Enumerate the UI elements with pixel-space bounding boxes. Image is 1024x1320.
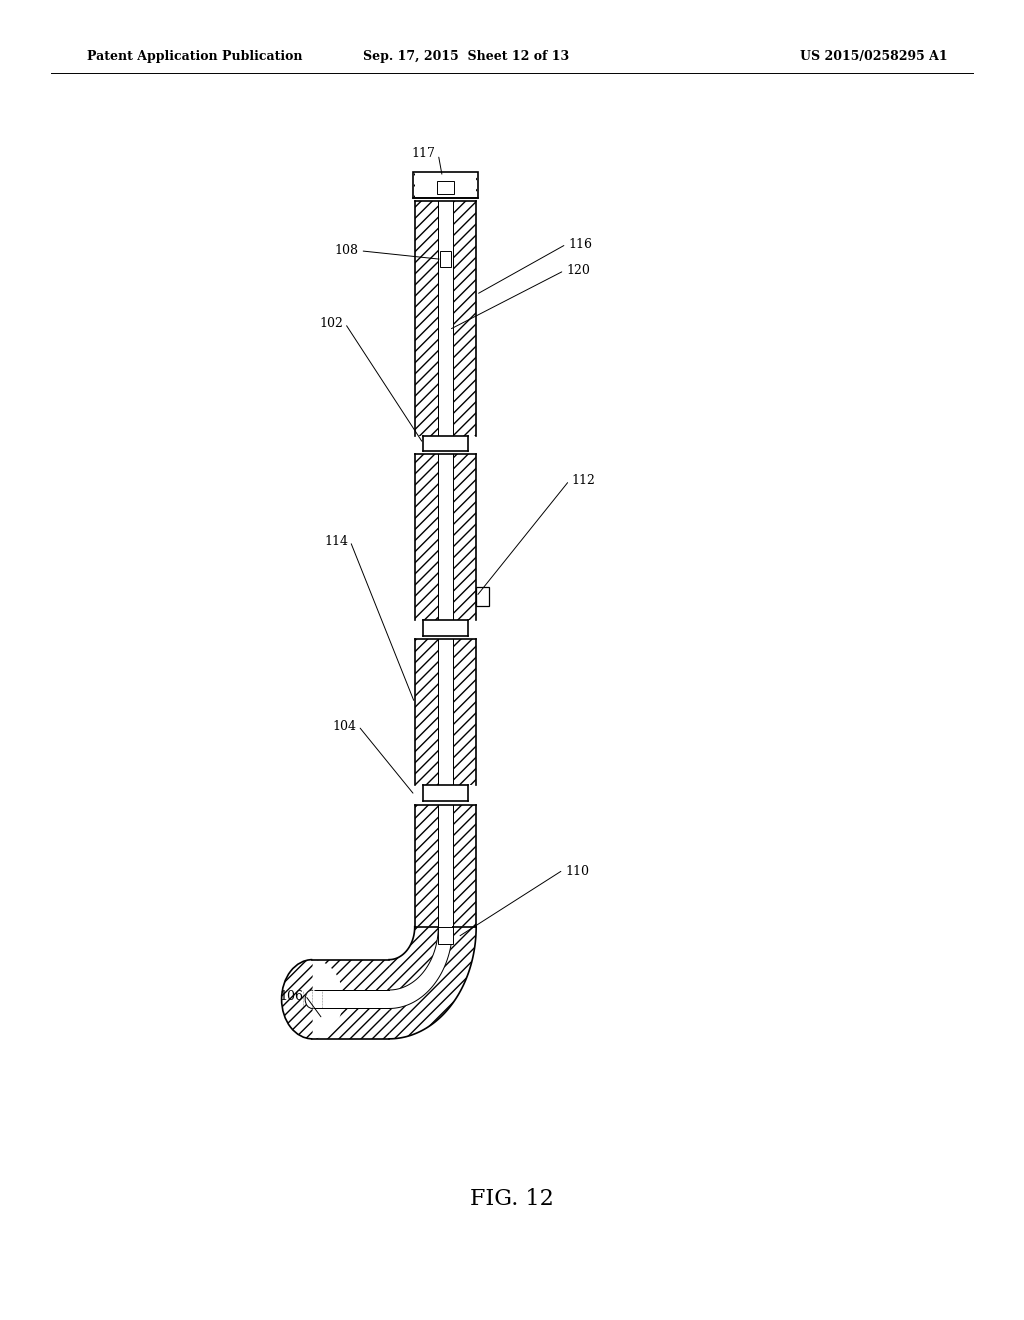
Bar — [438, 454, 453, 620]
Bar — [453, 805, 476, 927]
Text: Patent Application Publication: Patent Application Publication — [87, 50, 302, 63]
Text: Sep. 17, 2015  Sheet 12 of 13: Sep. 17, 2015 Sheet 12 of 13 — [362, 50, 569, 63]
Wedge shape — [305, 990, 319, 1008]
Text: 108: 108 — [335, 244, 358, 257]
Bar — [423, 620, 468, 636]
Bar — [438, 639, 453, 785]
Bar — [413, 172, 477, 198]
Polygon shape — [389, 927, 438, 990]
Polygon shape — [389, 927, 476, 1039]
Bar — [423, 436, 468, 451]
Text: 117: 117 — [412, 147, 435, 160]
Bar — [415, 805, 438, 927]
Text: 116: 116 — [568, 238, 592, 251]
Text: 104: 104 — [333, 719, 356, 733]
Bar — [312, 990, 389, 1008]
Bar — [437, 181, 454, 194]
Bar — [312, 960, 389, 990]
Bar — [415, 173, 476, 197]
Text: US 2015/0258295 A1: US 2015/0258295 A1 — [800, 50, 947, 63]
Bar — [415, 201, 438, 436]
Wedge shape — [282, 960, 343, 1039]
Bar — [312, 1008, 389, 1039]
Bar — [439, 251, 452, 267]
Bar — [438, 201, 453, 436]
Wedge shape — [282, 960, 312, 1039]
Text: 106: 106 — [280, 990, 303, 1003]
Text: 112: 112 — [571, 474, 595, 487]
Text: 114: 114 — [325, 535, 348, 548]
Text: 102: 102 — [319, 317, 343, 330]
Bar — [453, 454, 476, 620]
Bar — [438, 805, 453, 927]
Text: FIG. 12: FIG. 12 — [470, 1188, 554, 1209]
Polygon shape — [389, 927, 453, 1008]
Text: 110: 110 — [565, 865, 589, 878]
Bar — [453, 639, 476, 785]
Bar — [415, 639, 438, 785]
Text: 120: 120 — [566, 264, 590, 277]
Bar — [415, 454, 438, 620]
Bar — [476, 587, 489, 606]
Bar — [453, 201, 476, 436]
Bar — [423, 785, 468, 801]
Polygon shape — [389, 927, 476, 1039]
Bar — [438, 927, 453, 944]
